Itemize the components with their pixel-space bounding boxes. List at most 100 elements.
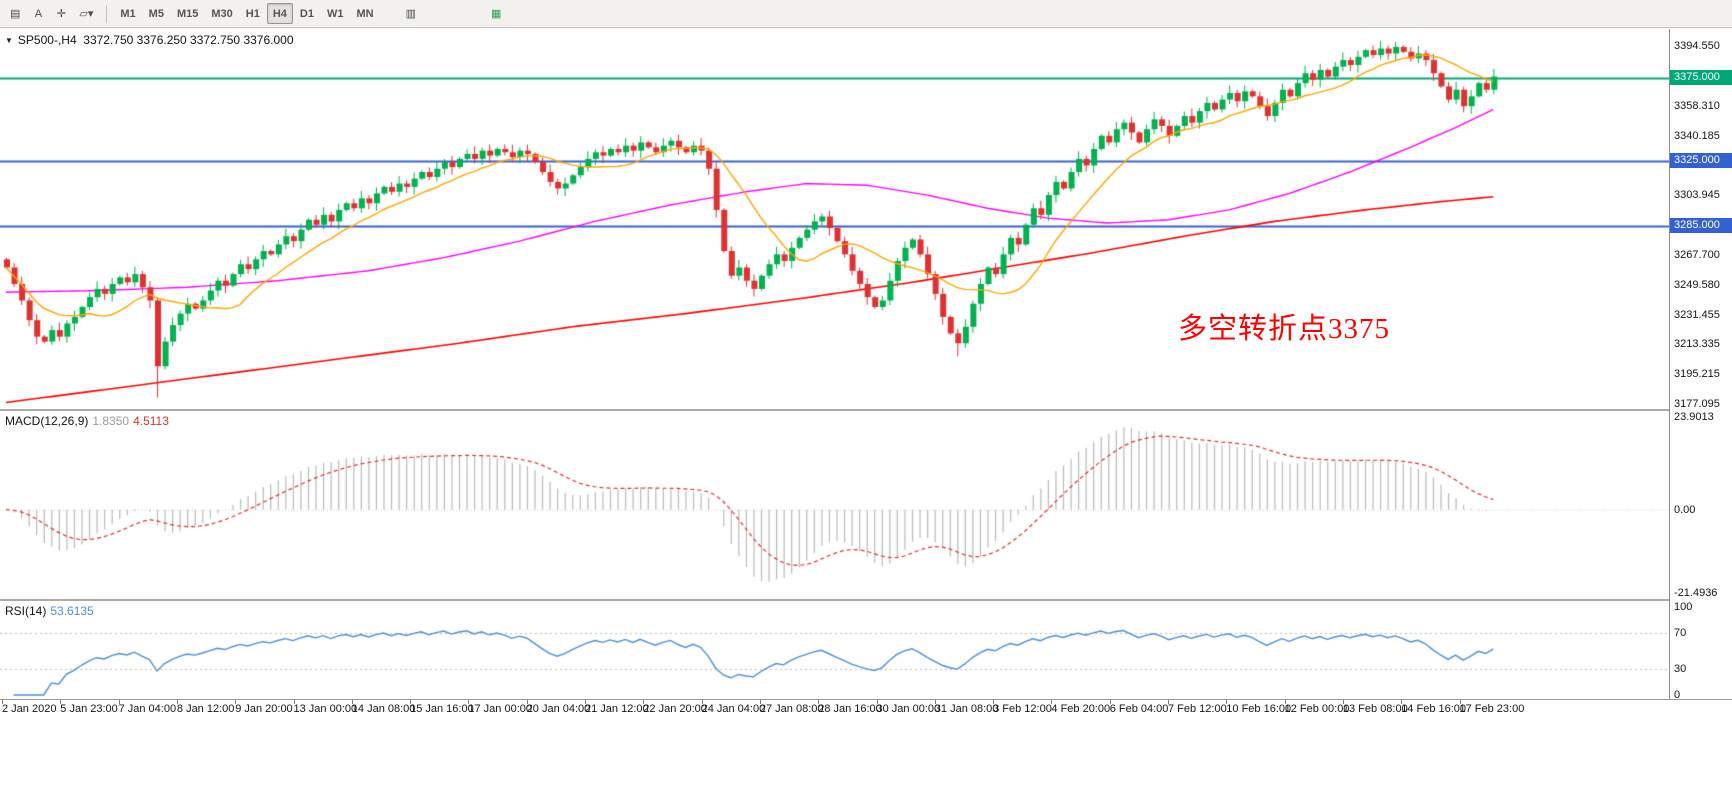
rsi-label: RSI(14) 53.6135 <box>5 604 94 618</box>
toolbar-extra-group: ▥ ▦ <box>380 3 508 24</box>
price-axis-label: 3267.700 <box>1674 248 1720 261</box>
time-tick <box>293 700 295 704</box>
timeframe-w1-button[interactable]: W1 <box>326 7 344 20</box>
time-tick <box>934 700 936 704</box>
time-tick <box>818 700 820 704</box>
time-axis-label: 3 Feb 12:00 <box>993 703 1052 715</box>
timeframe-group: M1 M5 M15 M30 H1 H4 D1 W1 MN <box>114 3 379 24</box>
time-axis-label: 24 Jan 04:00 <box>701 703 766 715</box>
time-tick <box>1168 700 1169 704</box>
timeframe-h4-button[interactable]: H4 <box>266 3 293 24</box>
annotate-text-icon[interactable]: A <box>34 7 43 20</box>
annotation-text[interactable]: 多空转折点3375 <box>1178 313 1391 345</box>
time-axis-label: 22 Jan 20:00 <box>643 703 707 715</box>
time-axis[interactable]: 2 Jan 2020 5 Jan 23:00 7 Jan 04:00 8 Jan 12… <box>0 699 1732 717</box>
price-axis-label: 3340.185 <box>1674 129 1720 142</box>
time-axis-label: 30 Jan 00:00 <box>876 703 941 715</box>
price-axis-label: 3213.335 <box>1674 338 1720 351</box>
charts-grid-icon[interactable]: ▤ <box>10 8 21 20</box>
panel-divider[interactable] <box>0 409 1732 411</box>
price-axis-label: 3177.095 <box>1674 398 1720 410</box>
time-tick <box>526 700 528 704</box>
time-axis-label: 28 Jan 16:00 <box>818 703 882 715</box>
time-axis-label: 6 Feb 04:00 <box>1109 703 1169 715</box>
time-axis-label: 13 Jan 00:00 <box>293 703 358 715</box>
macd-indicator-name: MACD(12,26,9) <box>5 414 89 428</box>
symbol-ohlc-title: SP500-,H4 3372.750 3376.250 3372.750 337… <box>17 33 294 47</box>
price-axis[interactable]: 3394.5503376.4303358.3103340.1853322.065… <box>1669 29 1732 701</box>
panel-divider[interactable] <box>0 599 1732 601</box>
time-tick <box>1342 700 1344 704</box>
price-axis-label: 3249.580 <box>1674 278 1720 291</box>
time-tick <box>876 700 878 704</box>
indicators-icon[interactable]: ▥ <box>405 8 416 20</box>
rsi-value: 53.6135 <box>50 604 94 618</box>
price-chart-canvas[interactable] <box>0 29 1669 409</box>
time-axis-label: 27 Jan 08:00 <box>759 703 824 715</box>
chart-title: ▼ SP500-,H4 3372.750 3376.250 3372.750 3… <box>5 33 294 47</box>
time-tick <box>60 700 62 704</box>
timeframe-m15-button[interactable]: M15 <box>176 7 199 20</box>
time-tick <box>235 700 237 704</box>
time-tick <box>410 700 412 704</box>
price-axis-label: 3394.550 <box>1674 40 1720 52</box>
time-axis-label: 9 Jan 20:00 <box>235 703 293 715</box>
time-tick <box>993 700 995 704</box>
toolbar-icon-group: ▤ A ✛ ▱▾ <box>4 3 99 24</box>
shapes-icon[interactable]: ▱▾ <box>79 8 94 20</box>
time-axis-label: 2 Jan 2020 <box>2 703 57 715</box>
time-axis-label: 13 Feb 08:00 <box>1342 703 1408 715</box>
time-tick <box>759 700 761 704</box>
time-axis-label: 21 Jan 12:00 <box>585 703 649 715</box>
chart-menu-arrow-icon[interactable]: ▼ <box>5 35 13 45</box>
time-tick <box>118 700 120 704</box>
time-tick <box>585 700 586 704</box>
time-axis-label: 15 Jan 16:00 <box>410 703 474 715</box>
time-axis-label: 31 Jan 08:00 <box>934 703 999 715</box>
rsi-indicator-name: RSI(14) <box>5 604 47 618</box>
rsi-canvas[interactable] <box>0 601 1669 699</box>
time-axis-label: 12 Feb 00:00 <box>1284 703 1350 715</box>
time-axis-label: 10 Feb 16:00 <box>1226 703 1292 715</box>
timeframe-d1-button[interactable]: D1 <box>299 7 314 20</box>
time-axis-label: 5 Jan 23:00 <box>60 703 118 715</box>
macd-main-value: 1.8350 <box>92 414 130 428</box>
price-axis-label: 3358.310 <box>1674 99 1720 112</box>
timeframe-m5-button[interactable]: M5 <box>148 7 164 20</box>
objects-icon[interactable]: ▦ <box>490 8 502 20</box>
price-axis-label: 3231.455 <box>1674 308 1720 321</box>
time-tick <box>701 700 703 704</box>
time-tick <box>1226 700 1228 704</box>
time-axis-label: 17 Feb 23:00 <box>1459 703 1525 715</box>
timeframe-mn-button[interactable]: MN <box>356 7 374 20</box>
rsi-axis-label: 30 <box>1674 662 1687 675</box>
price-axis-label: 3303.945 <box>1674 189 1720 202</box>
crosshair-icon[interactable]: ✛ <box>56 8 67 20</box>
time-axis-label: 17 Jan 00:00 <box>468 703 533 715</box>
time-axis-label: 7 Jan 04:00 <box>118 703 177 715</box>
time-tick <box>1401 700 1403 704</box>
price-tag-3325: 3325.000 <box>1670 152 1732 168</box>
price-tag-3375: 3375.000 <box>1670 70 1732 86</box>
time-tick <box>2 700 3 704</box>
macd-canvas[interactable] <box>0 411 1669 599</box>
macd-label: MACD(12,26,9) 1.8350 4.5113 <box>5 414 169 428</box>
rsi-axis-label: 0 <box>1674 689 1681 701</box>
timeframe-m1-button[interactable]: M1 <box>120 7 136 20</box>
time-axis-label: 7 Feb 12:00 <box>1168 703 1227 715</box>
macd-axis-label: 23.9013 <box>1674 411 1714 423</box>
time-tick <box>1284 700 1286 704</box>
price-tag-3285: 3285.000 <box>1670 218 1732 234</box>
macd-signal-value: 4.5113 <box>133 414 169 428</box>
time-tick <box>643 700 645 704</box>
time-axis-label: 14 Jan 08:00 <box>351 703 416 715</box>
time-tick <box>1459 700 1461 704</box>
toolbar: ▤ A ✛ ▱▾ M1 M5 M15 M30 H1 H4 D1 W1 MN ▥ ▦ <box>0 0 1732 28</box>
timeframe-m30-button[interactable]: M30 <box>211 7 233 20</box>
timeframe-h1-button[interactable]: H1 <box>245 7 260 20</box>
time-tick <box>351 700 353 704</box>
time-axis-label: 4 Feb 20:00 <box>1051 703 1111 715</box>
time-axis-label: 8 Jan 12:00 <box>176 703 235 715</box>
toolbar-separator <box>106 4 108 23</box>
